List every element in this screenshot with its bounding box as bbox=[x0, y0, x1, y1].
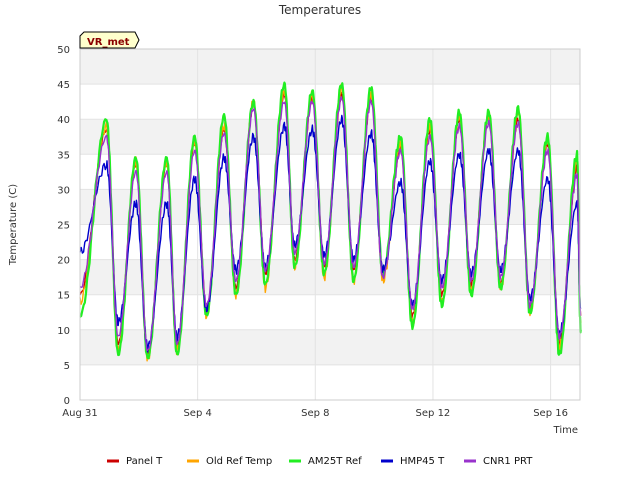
background-band bbox=[80, 119, 580, 155]
x-tick-label: Sep 8 bbox=[301, 408, 329, 419]
x-axis-label: Time bbox=[553, 425, 578, 436]
background-band bbox=[80, 84, 580, 120]
x-tick-label: Sep 16 bbox=[533, 408, 568, 419]
y-tick-label: 50 bbox=[57, 45, 70, 56]
y-tick-label: 5 bbox=[64, 361, 70, 372]
y-tick-label: 40 bbox=[57, 115, 70, 126]
badge-shape bbox=[79, 31, 140, 49]
background-band bbox=[80, 364, 580, 400]
legend-label: CNR1 PRT bbox=[483, 456, 533, 467]
chart-title: Temperatures bbox=[278, 3, 361, 17]
station-badge: VR_met bbox=[79, 31, 140, 49]
background-band bbox=[80, 329, 580, 365]
legend-label: AM25T Ref bbox=[308, 456, 362, 467]
legend-label: Old Ref Temp bbox=[206, 456, 272, 467]
series-lines bbox=[79, 81, 582, 362]
legend: Panel T Old Ref Temp AM25T Ref HMP45 T CNR1 … bbox=[107, 456, 533, 467]
y-tick-label: 0 bbox=[64, 396, 70, 407]
y-tick-label: 20 bbox=[57, 256, 70, 267]
y-axis-label: Temperature (C) bbox=[8, 184, 19, 266]
badge-label: VR_met bbox=[87, 37, 130, 48]
background-band bbox=[80, 154, 580, 190]
background-band bbox=[80, 49, 580, 85]
y-tick-label: 15 bbox=[57, 291, 70, 302]
y-tick-label: 30 bbox=[57, 185, 70, 196]
y-tick-label: 45 bbox=[57, 80, 70, 91]
y-tick-label: 35 bbox=[57, 150, 70, 161]
y-tick-label: 25 bbox=[57, 221, 70, 232]
x-tick-label: Aug 31 bbox=[62, 408, 97, 419]
background-band bbox=[80, 294, 580, 330]
x-axis-ticks: Aug 31 Sep 4 Sep 8 Sep 12 Sep 16 bbox=[62, 408, 568, 419]
legend-label: Panel T bbox=[126, 456, 163, 467]
y-tick-label: 10 bbox=[57, 326, 70, 337]
x-tick-label: Sep 12 bbox=[416, 408, 451, 419]
y-axis-ticks: 0 5 10 15 20 25 30 35 40 45 50 bbox=[57, 45, 70, 407]
background-band bbox=[80, 259, 580, 295]
series-line bbox=[79, 96, 582, 352]
legend-label: HMP45 T bbox=[400, 456, 445, 467]
x-tick-label: Sep 4 bbox=[183, 408, 211, 419]
plot-frame bbox=[79, 48, 581, 401]
